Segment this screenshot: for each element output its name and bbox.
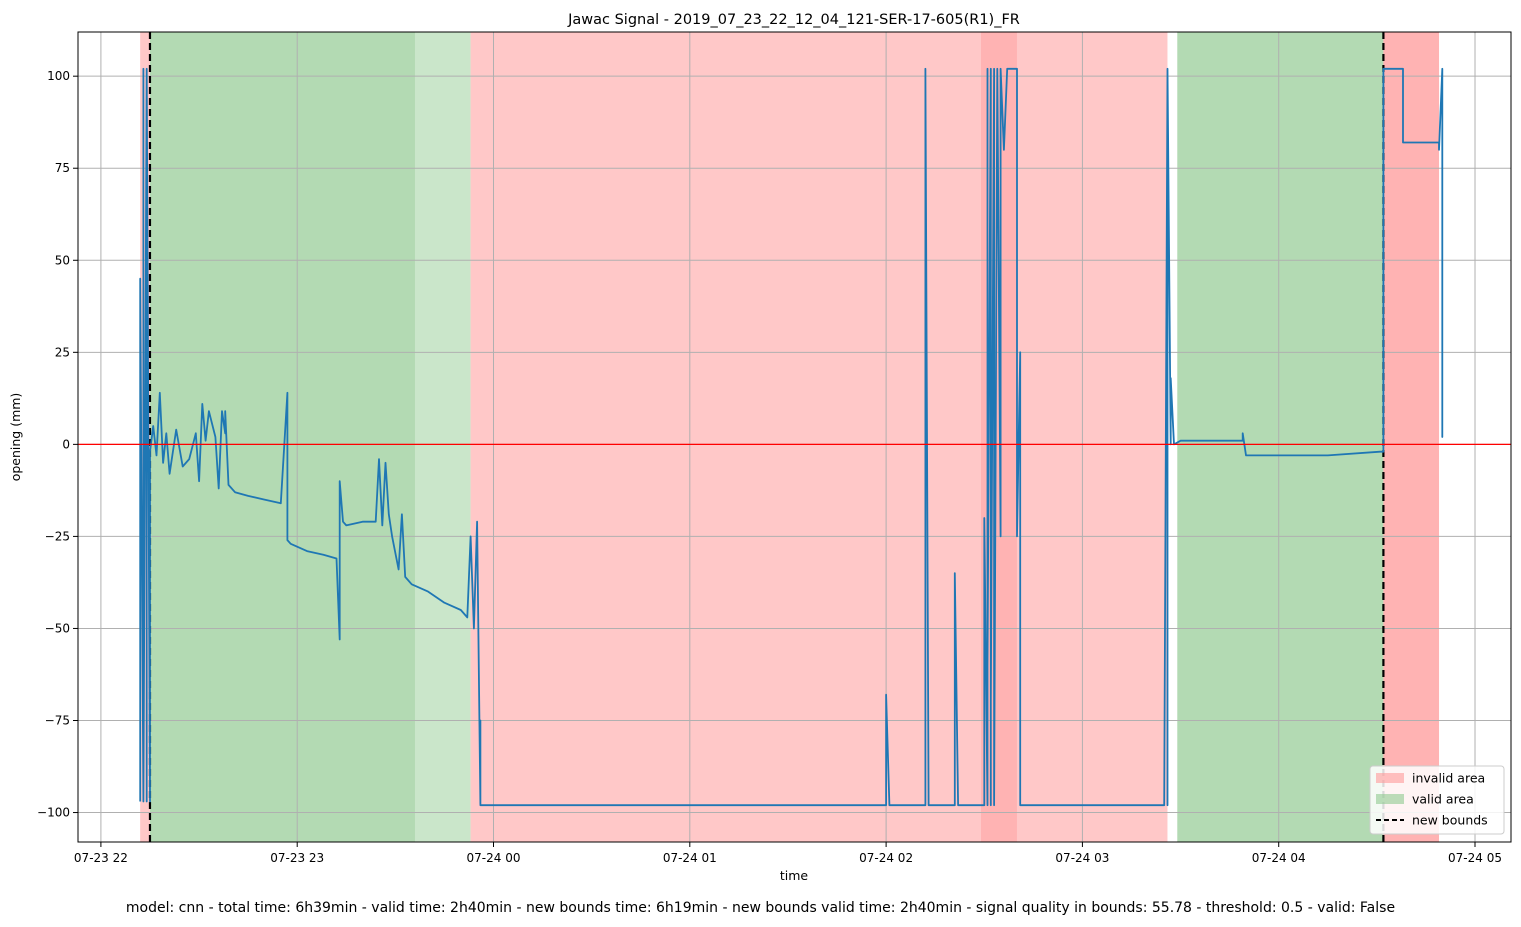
legend-label-2: new bounds bbox=[1412, 813, 1488, 828]
y-tick-label-0: −100 bbox=[37, 806, 70, 820]
x-tick-label-2: 07-24 00 bbox=[467, 851, 521, 865]
x-tick-label-3: 07-24 01 bbox=[663, 851, 717, 865]
y-tick-label-4: 0 bbox=[62, 437, 70, 451]
x-axis-label: time bbox=[780, 868, 809, 883]
legend-label-1: valid area bbox=[1412, 792, 1474, 807]
y-axis-label: opening (mm) bbox=[8, 393, 23, 482]
x-tick-label-1: 07-23 23 bbox=[270, 851, 324, 865]
x-tick-label-6: 07-24 04 bbox=[1252, 851, 1306, 865]
y-tick-label-2: −50 bbox=[45, 621, 70, 635]
y-tick-label-8: 100 bbox=[47, 69, 70, 83]
summary-footer: model: cnn - total time: 6h39min - valid… bbox=[0, 900, 1521, 916]
legend-swatch-1 bbox=[1376, 794, 1404, 804]
y-tick-label-3: −25 bbox=[45, 529, 70, 543]
chart-title: Jawac Signal - 2019_07_23_22_12_04_121-S… bbox=[567, 12, 1020, 28]
y-tick-label-1: −75 bbox=[45, 714, 70, 728]
legend-label-0: invalid area bbox=[1412, 771, 1485, 786]
legend: invalid area valid area new bounds bbox=[1370, 766, 1504, 834]
x-tick-label-0: 07-23 22 bbox=[74, 851, 128, 865]
x-tick-label-5: 07-24 03 bbox=[1055, 851, 1109, 865]
x-tick-label-4: 07-24 02 bbox=[859, 851, 913, 865]
x-tick-label-7: 07-24 05 bbox=[1448, 851, 1502, 865]
y-tick-label-7: 75 bbox=[55, 161, 70, 175]
legend-swatch-0 bbox=[1376, 773, 1404, 783]
y-tick-label-6: 50 bbox=[55, 253, 70, 267]
y-tick-label-5: 25 bbox=[55, 345, 70, 359]
